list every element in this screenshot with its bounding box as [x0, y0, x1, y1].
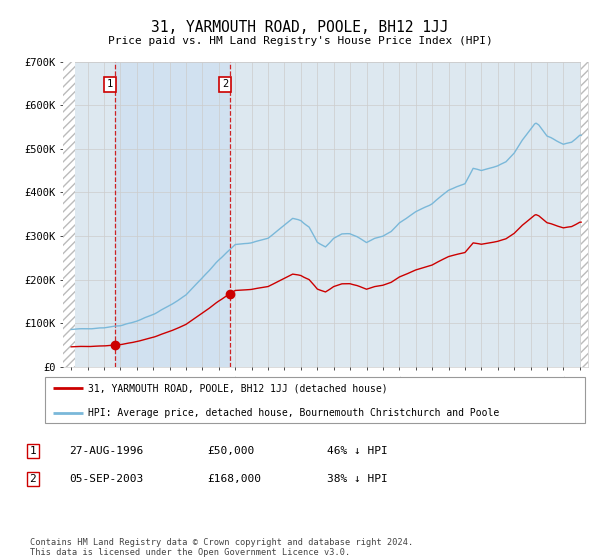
Text: 46% ↓ HPI: 46% ↓ HPI	[327, 446, 388, 456]
Bar	[63, 62, 76, 367]
Text: 31, YARMOUTH ROAD, POOLE, BH12 1JJ: 31, YARMOUTH ROAD, POOLE, BH12 1JJ	[151, 20, 449, 35]
Text: 27-AUG-1996: 27-AUG-1996	[69, 446, 143, 456]
Text: 31, YARMOUTH ROAD, POOLE, BH12 1JJ (detached house): 31, YARMOUTH ROAD, POOLE, BH12 1JJ (deta…	[88, 384, 388, 393]
Bar	[63, 62, 76, 367]
Text: £50,000: £50,000	[207, 446, 254, 456]
Text: 38% ↓ HPI: 38% ↓ HPI	[327, 474, 388, 484]
Text: HPI: Average price, detached house, Bournemouth Christchurch and Poole: HPI: Average price, detached house, Bour…	[88, 408, 499, 418]
Bar	[115, 62, 230, 367]
Text: Contains HM Land Registry data © Crown copyright and database right 2024.
This d: Contains HM Land Registry data © Crown c…	[30, 538, 413, 557]
Text: 05-SEP-2003: 05-SEP-2003	[69, 474, 143, 484]
Text: Price paid vs. HM Land Registry's House Price Index (HPI): Price paid vs. HM Land Registry's House …	[107, 36, 493, 46]
FancyBboxPatch shape	[45, 377, 585, 423]
Text: £168,000: £168,000	[207, 474, 261, 484]
Text: 2: 2	[29, 474, 37, 484]
Text: 1: 1	[29, 446, 37, 456]
Text: 2: 2	[222, 80, 228, 89]
Text: 1: 1	[107, 80, 113, 89]
Bar	[581, 62, 588, 367]
Bar	[581, 62, 588, 367]
